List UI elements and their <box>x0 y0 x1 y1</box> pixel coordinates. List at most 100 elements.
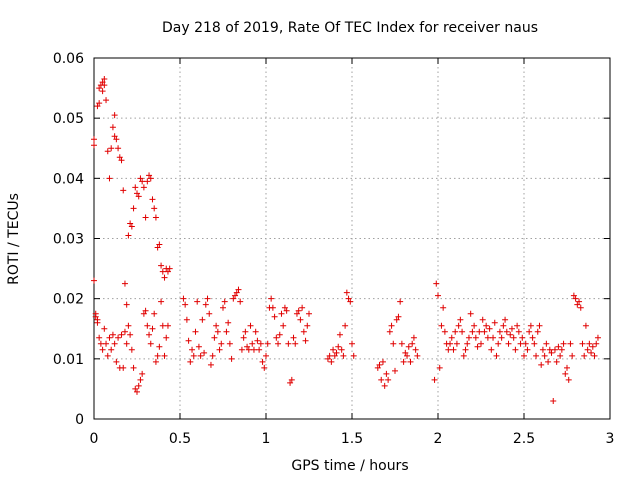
data-point <box>103 340 110 347</box>
data-point <box>156 241 163 248</box>
data-point <box>536 322 543 329</box>
axis-ticks: 0 0.5 1 1.5 2 2.5 3 0 0.01 0.02 0.03 0.04 0.05 0.06 <box>53 51 615 447</box>
data-point <box>120 364 127 371</box>
data-point <box>192 328 199 335</box>
data-point <box>209 352 216 359</box>
data-point <box>146 172 153 179</box>
data-point <box>115 145 122 152</box>
data-point <box>104 352 111 359</box>
data-point <box>404 352 411 359</box>
data-point <box>104 148 111 155</box>
data-point <box>158 298 165 305</box>
data-point <box>163 334 170 341</box>
data-point <box>324 355 331 362</box>
data-point <box>533 352 540 359</box>
data-point <box>111 340 118 347</box>
data-point <box>273 334 280 341</box>
data-point <box>158 262 165 269</box>
data-point <box>383 370 390 377</box>
data-point <box>464 340 471 347</box>
data-point <box>500 322 507 329</box>
data-point <box>99 346 106 353</box>
data-point <box>381 382 388 389</box>
data-point <box>164 322 171 329</box>
data-point <box>135 193 142 200</box>
plot-frame <box>93 57 611 420</box>
data-point <box>128 346 135 353</box>
data-point <box>99 88 106 95</box>
data-point <box>543 340 550 347</box>
data-point <box>113 358 120 365</box>
data-point <box>91 277 97 284</box>
data-point <box>336 331 343 338</box>
data-point <box>149 196 156 203</box>
data-point <box>121 328 128 335</box>
data-point <box>285 340 292 347</box>
data-point <box>448 334 455 341</box>
data-point <box>130 205 137 212</box>
data-point <box>508 325 515 332</box>
data-point <box>593 340 600 347</box>
data-point <box>94 319 101 326</box>
data-point <box>548 349 555 356</box>
data-point <box>101 82 108 89</box>
data-point <box>154 352 161 359</box>
data-point <box>159 268 166 275</box>
data-point <box>343 289 350 296</box>
data-point <box>594 334 601 341</box>
data-point <box>161 274 168 281</box>
data-point <box>512 346 519 353</box>
data-point <box>202 301 209 308</box>
data-point <box>519 334 526 341</box>
data-point <box>221 298 228 305</box>
data-point <box>144 322 151 329</box>
data-point <box>280 322 287 329</box>
data-point <box>570 292 577 299</box>
data-point <box>531 340 538 347</box>
data-point <box>269 304 276 311</box>
data-point <box>226 340 233 347</box>
data-point <box>206 310 213 317</box>
data-point <box>522 340 529 347</box>
data-point <box>125 232 132 239</box>
data-point <box>149 325 156 332</box>
data-point <box>237 298 244 305</box>
data-point <box>261 364 268 371</box>
x-tick-label: 3 <box>606 431 615 447</box>
data-point <box>562 370 569 377</box>
data-point <box>491 319 498 326</box>
data-point <box>238 346 245 353</box>
data-point <box>591 352 598 359</box>
data-point <box>486 325 493 332</box>
data-point <box>109 331 116 338</box>
data-point <box>164 268 171 275</box>
data-point <box>395 313 402 320</box>
data-point <box>264 340 271 347</box>
data-point <box>498 334 505 341</box>
data-point <box>388 322 395 329</box>
data-point <box>342 322 349 329</box>
data-point <box>438 322 445 329</box>
data-point <box>328 358 335 365</box>
data-point <box>484 334 491 341</box>
x-tick-label: 1 <box>262 431 271 447</box>
data-point <box>108 145 115 152</box>
data-point <box>304 322 311 329</box>
data-point <box>331 352 338 359</box>
data-point <box>292 340 299 347</box>
data-point <box>465 334 472 341</box>
data-point <box>142 214 149 221</box>
data-point <box>233 289 240 296</box>
data-point <box>431 376 438 383</box>
data-point <box>479 316 486 323</box>
data-point <box>436 364 443 371</box>
data-point <box>386 328 393 335</box>
data-point <box>151 205 158 212</box>
data-point <box>220 304 226 311</box>
data-point <box>252 328 259 335</box>
data-point <box>521 352 527 359</box>
data-point <box>472 334 479 341</box>
data-point <box>539 346 546 353</box>
data-point <box>230 295 237 302</box>
data-point <box>502 316 509 323</box>
